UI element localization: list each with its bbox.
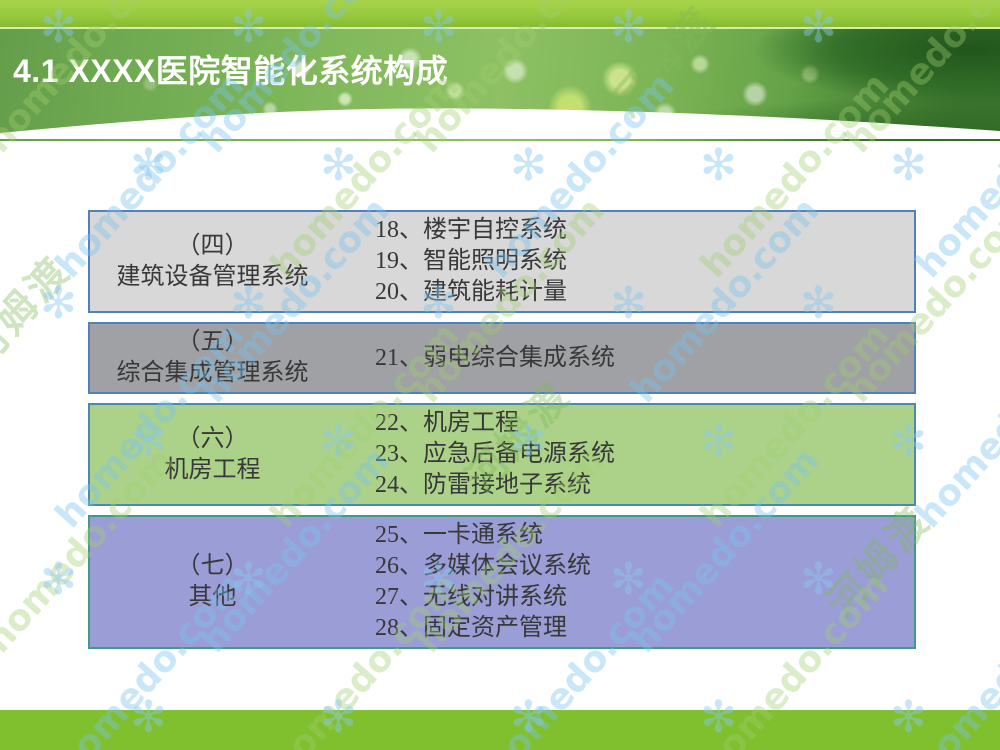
slide-title: 4.1 XXXX医院智能化系统构成 xyxy=(13,53,449,89)
flower-icon: ✻ xyxy=(130,140,167,191)
system-item: 26、多媒体会议系统 xyxy=(375,553,591,579)
flower-icon: ✻ xyxy=(40,278,77,329)
system-item: 24、防雷接地子系统 xyxy=(375,472,591,498)
items-cell: 18、楼宇自控系统 19、智能照明系统 20、建筑能耗计量 xyxy=(335,215,914,308)
category-number: （五） xyxy=(176,329,249,355)
system-item: 22、机房工程 xyxy=(375,410,519,436)
category-cell: （四） 建筑设备管理系统 xyxy=(90,215,335,308)
table-row: （六） 机房工程 22、机房工程 23、应急后备电源系统 24、防雷接地子系统 xyxy=(88,403,916,506)
flower-icon: ✻ xyxy=(40,554,77,605)
watermark-text: homedo.com xyxy=(907,315,1000,536)
category-cell: （七） 其他 xyxy=(90,520,335,644)
category-name: 其他 xyxy=(188,584,237,610)
system-item: 21、弱电综合集成系统 xyxy=(375,344,615,371)
items-cell: 21、弱电综合集成系统 xyxy=(335,327,914,389)
category-name: 机房工程 xyxy=(164,456,261,483)
flower-icon: ✻ xyxy=(510,140,547,191)
category-cell: （六） 机房工程 xyxy=(90,408,335,501)
flower-icon: ✻ xyxy=(700,140,737,191)
systems-table: （四） 建筑设备管理系统 18、楼宇自控系统 19、智能照明系统 20、建筑能耗计量… xyxy=(88,210,916,658)
items-cell: 22、机房工程 23、应急后备电源系统 24、防雷接地子系统 xyxy=(335,408,914,501)
system-item: 27、无线对讲系统 xyxy=(375,584,567,610)
system-item: 28、固定资产管理 xyxy=(375,615,567,641)
system-item: 23、应急后备电源系统 xyxy=(375,441,615,467)
system-item: 25、一卡通系统 xyxy=(375,522,543,548)
system-item: 18、楼宇自控系统 xyxy=(375,217,567,243)
category-number: （七） xyxy=(176,553,249,579)
watermark-text-cn: 河姆渡 xyxy=(0,247,81,377)
table-row: （五） 综合集成管理系统 21、弱电综合集成系统 xyxy=(88,322,916,394)
items-cell: 25、一卡通系统 26、多媒体会议系统 27、无线对讲系统 28、固定资产管理 xyxy=(335,520,914,644)
footer-bar xyxy=(0,710,1000,750)
header-top-bar xyxy=(0,0,1000,27)
table-row: （七） 其他 25、一卡通系统 26、多媒体会议系统 27、无线对讲系统 28、固定资… xyxy=(88,515,916,649)
system-item: 19、智能照明系统 xyxy=(375,248,567,274)
flower-icon: ✻ xyxy=(890,140,927,191)
category-name: 建筑设备管理系统 xyxy=(116,263,309,290)
system-item: 20、建筑能耗计量 xyxy=(375,279,567,305)
table-row: （四） 建筑设备管理系统 18、楼宇自控系统 19、智能照明系统 20、建筑能耗计量 xyxy=(88,210,916,313)
category-name: 综合集成管理系统 xyxy=(116,360,309,386)
category-cell: （五） 综合集成管理系统 xyxy=(90,327,335,389)
flower-icon: ✻ xyxy=(320,140,357,191)
category-number: （四） xyxy=(176,232,249,259)
category-number: （六） xyxy=(176,425,249,452)
